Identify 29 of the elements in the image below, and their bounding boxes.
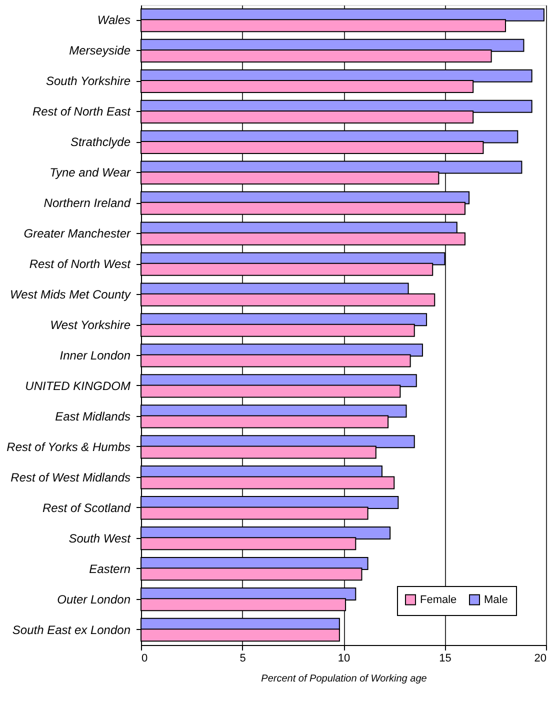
- y-tick-label: Northern Ireland: [44, 196, 131, 210]
- y-tick-label: Rest of North West: [29, 257, 132, 272]
- x-tick-label: 5: [240, 652, 246, 664]
- y-tick-label: Greater Manchester: [24, 226, 132, 241]
- x-axis-title: Percent of Population of Working age: [261, 674, 428, 684]
- y-tick-label: West Mids Met County: [10, 288, 132, 302]
- y-tick-label: Tyne and Wear: [50, 166, 132, 180]
- y-tick-label: Merseyside: [69, 44, 131, 58]
- y-tick-label: South West: [68, 531, 132, 546]
- x-tick-label: 15: [439, 652, 452, 664]
- y-tick-label: Rest of North East: [32, 104, 132, 119]
- x-tick-label: 0: [142, 652, 148, 664]
- x-tick-label: 20: [534, 652, 546, 664]
- y-tick-label: Rest of Scotland: [42, 500, 131, 515]
- y-tick-label: Strathclyde: [70, 135, 131, 150]
- y-tick-label: South Yorkshire: [46, 74, 131, 88]
- y-tick-label: Inner London: [60, 348, 131, 362]
- y-tick-label: Rest of Yorks & Humbs: [6, 440, 130, 454]
- y-tick-label: Outer London: [57, 592, 131, 606]
- y-tick-label: Eastern: [89, 562, 131, 576]
- x-tick-label: 10: [338, 652, 350, 664]
- y-tick-label: East Midlands: [55, 409, 130, 424]
- y-tick-label: West Yorkshire: [50, 318, 131, 332]
- y-tick-label: South East ex London: [12, 622, 131, 637]
- y-tick-label: Wales: [97, 13, 130, 28]
- legend-label: Male: [484, 594, 508, 606]
- y-tick-label: UNITED KINGDOM: [25, 378, 130, 393]
- legend-label: Female: [420, 594, 457, 606]
- y-tick-label: Rest of West Midlands: [10, 470, 130, 484]
